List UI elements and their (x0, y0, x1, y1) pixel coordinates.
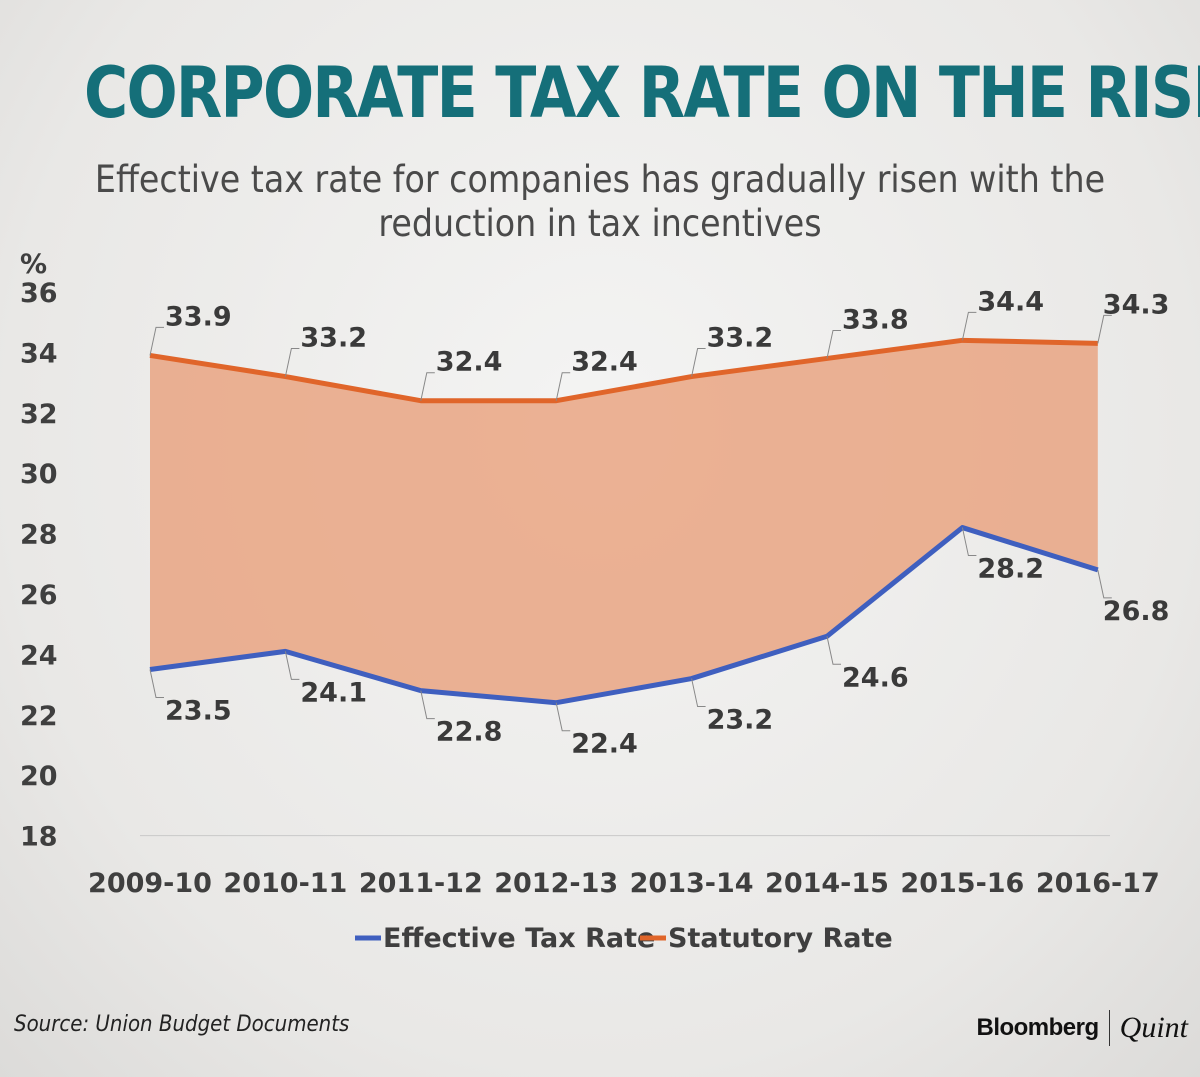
x-tick-label: 2013-14 (630, 868, 754, 899)
x-tick-label: 2009-10 (88, 868, 212, 899)
y-tick-label: 30 (20, 459, 58, 490)
logo-quint: Quint (1119, 1011, 1188, 1044)
data-label: 26.8 (1103, 596, 1170, 627)
x-tick-label: 2012-13 (494, 868, 618, 899)
data-label: 28.2 (977, 554, 1044, 585)
legend-label: Effective Tax Rate (383, 923, 655, 954)
x-tick-label: 2016-17 (1036, 868, 1160, 899)
y-tick-label: 24 (20, 640, 58, 671)
data-label: 22.4 (571, 729, 638, 760)
y-tick-label: 36 (20, 278, 58, 309)
leader-line (555, 372, 571, 401)
logo-divider (1108, 1010, 1110, 1046)
series-line-statutory (149, 337, 1098, 404)
x-tick-label: 2011-12 (359, 868, 483, 899)
series-line-effective (149, 525, 1099, 706)
leader-line (1097, 314, 1112, 344)
data-label: 32.4 (571, 347, 638, 378)
chart-title: CORPORATE TAX RATE ON THE RISE (84, 52, 1200, 134)
data-label: 33.2 (300, 323, 367, 354)
legend-label: Statutory Rate (668, 923, 893, 954)
data-label: 33.2 (707, 323, 774, 354)
x-tick-label: 2015-16 (900, 868, 1024, 899)
data-label: 23.5 (165, 696, 232, 727)
y-tick-label: 28 (20, 520, 58, 551)
y-axis-unit-label: % (20, 249, 47, 280)
chart-subtitle: Effective tax rate for companies has gra… (94, 158, 1106, 245)
logo-bloomberg: Bloomberg (976, 1014, 1099, 1041)
leader-line (420, 372, 435, 401)
y-tick-label: 20 (20, 761, 58, 792)
data-label: 34.4 (977, 286, 1044, 317)
leader-line (149, 669, 164, 698)
y-tick-label: 18 (20, 822, 58, 853)
leader-line (961, 311, 977, 341)
leader-line (1097, 569, 1112, 599)
source-note: Source: Union Budget Documents (14, 1012, 350, 1037)
leader-line (284, 651, 300, 680)
data-label: 34.3 (1103, 289, 1170, 320)
leader-line (961, 527, 977, 557)
leader-line (826, 329, 841, 359)
fill-between-area (150, 340, 1098, 703)
x-tick-label: 2010-11 (223, 868, 347, 899)
y-tick-label: 34 (20, 338, 58, 369)
y-tick-label: 32 (20, 399, 58, 430)
data-label: 33.8 (842, 304, 909, 335)
leader-line (284, 348, 300, 377)
chart-area: % 18 20 22 24 26 28 30 32 34 36 2009-10 2010-11 2011-… (20, 249, 1170, 954)
leader-line (149, 326, 164, 356)
leader-line (555, 702, 571, 732)
leader-line (420, 690, 435, 720)
y-tick-label: 26 (20, 580, 58, 611)
data-label: 23.2 (707, 705, 774, 736)
data-label: 24.6 (842, 662, 909, 693)
data-label: 22.8 (436, 717, 503, 748)
data-label: 33.9 (165, 301, 232, 332)
leader-line (691, 348, 706, 377)
leader-line (691, 678, 706, 708)
x-tick-label: 2014-15 (765, 868, 889, 899)
leader-line (826, 636, 841, 665)
y-tick-label: 22 (20, 701, 58, 732)
data-label: 32.4 (436, 347, 503, 378)
data-label: 24.1 (300, 677, 367, 708)
bloomberg-quint-logo: Bloomberg Quint (976, 1010, 1188, 1046)
